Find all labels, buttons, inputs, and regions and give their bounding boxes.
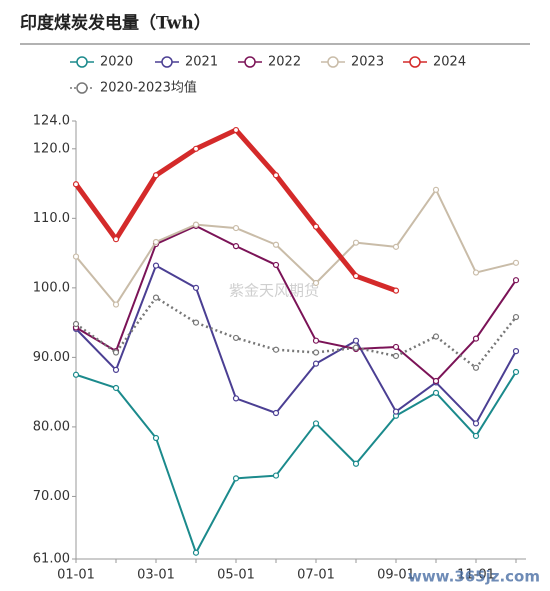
point	[352, 239, 360, 246]
point	[152, 294, 160, 301]
legend-label: 2020-2023均值	[100, 80, 197, 96]
point	[272, 346, 280, 353]
point	[512, 313, 520, 321]
point	[392, 243, 400, 250]
point	[352, 460, 360, 467]
watermark: www.365jz.com	[408, 568, 540, 586]
y-tick-label: 90.00	[33, 350, 70, 365]
legend-label: 2024	[433, 55, 466, 70]
point	[432, 186, 440, 193]
legend-marker	[76, 82, 88, 94]
point	[432, 377, 440, 385]
point	[272, 172, 280, 179]
point	[392, 343, 400, 351]
watermark: 紫金天风期货	[229, 282, 319, 300]
y-tick-label: 100.0	[33, 280, 70, 295]
point	[392, 352, 400, 360]
x-tick-label: 09-01	[377, 568, 415, 583]
point	[312, 223, 320, 230]
y-tick-label: 61.00	[33, 552, 70, 567]
y-tick-label: 124.0	[33, 114, 70, 129]
legend-marker	[161, 56, 173, 68]
point	[192, 549, 200, 556]
point	[312, 279, 320, 287]
legend-label: 2022	[268, 55, 301, 70]
point	[192, 284, 200, 291]
point	[112, 384, 120, 392]
point	[512, 277, 520, 284]
point	[72, 320, 80, 328]
x-tick-label: 01-01	[57, 568, 95, 583]
series-line	[75, 264, 517, 425]
point	[312, 337, 320, 344]
point	[392, 408, 400, 415]
point	[232, 243, 240, 250]
y-tick-label: 110.0	[33, 211, 70, 226]
point	[112, 236, 120, 243]
series-line	[75, 188, 517, 306]
point	[272, 409, 280, 417]
legend-marker	[327, 56, 339, 68]
point	[312, 360, 320, 367]
y-tick-label: 80.00	[33, 419, 70, 434]
legend-label: 2023	[351, 55, 384, 70]
point	[512, 368, 520, 376]
point	[112, 349, 120, 356]
point	[192, 221, 200, 228]
x-tick-label: 07-01	[297, 568, 335, 583]
series-line	[73, 127, 397, 293]
chart-title: 印度煤炭发电量（Twh）	[20, 13, 211, 34]
series-line	[75, 371, 517, 554]
point	[232, 126, 240, 134]
series-line	[75, 296, 517, 370]
legend-marker	[244, 56, 256, 68]
point	[312, 420, 320, 427]
point	[352, 337, 360, 344]
y-tick-label: 70.00	[33, 489, 70, 504]
point	[72, 181, 80, 188]
x-tick-label: 03-01	[137, 568, 175, 583]
point	[512, 259, 520, 266]
x-tick-label: 11-01	[457, 568, 495, 583]
legend-label: 2020	[100, 55, 133, 70]
point	[432, 389, 440, 396]
point	[152, 172, 160, 179]
point	[472, 335, 480, 342]
point	[472, 364, 480, 371]
legend-label: 2021	[185, 55, 218, 70]
point	[72, 253, 80, 260]
point	[432, 333, 440, 340]
point	[232, 395, 240, 402]
legend-marker	[76, 56, 88, 68]
point	[352, 272, 360, 280]
point	[112, 366, 120, 373]
point	[472, 432, 480, 440]
point	[512, 348, 520, 355]
point	[232, 224, 240, 232]
point	[112, 301, 120, 308]
point	[192, 145, 200, 152]
point	[352, 344, 360, 351]
point	[152, 238, 160, 246]
y-tick-label: 120.0	[33, 141, 70, 156]
point	[272, 261, 280, 269]
point	[192, 319, 200, 326]
point	[232, 334, 240, 342]
point	[272, 241, 280, 248]
series-line	[75, 224, 517, 383]
point	[472, 420, 480, 427]
point	[152, 262, 160, 269]
x-tick-label: 05-01	[217, 568, 255, 583]
point	[392, 287, 400, 294]
legend-marker	[409, 56, 421, 68]
point	[72, 371, 80, 378]
point	[232, 475, 240, 482]
point	[472, 269, 480, 276]
point	[272, 472, 280, 479]
point	[152, 434, 160, 442]
point	[312, 349, 320, 356]
